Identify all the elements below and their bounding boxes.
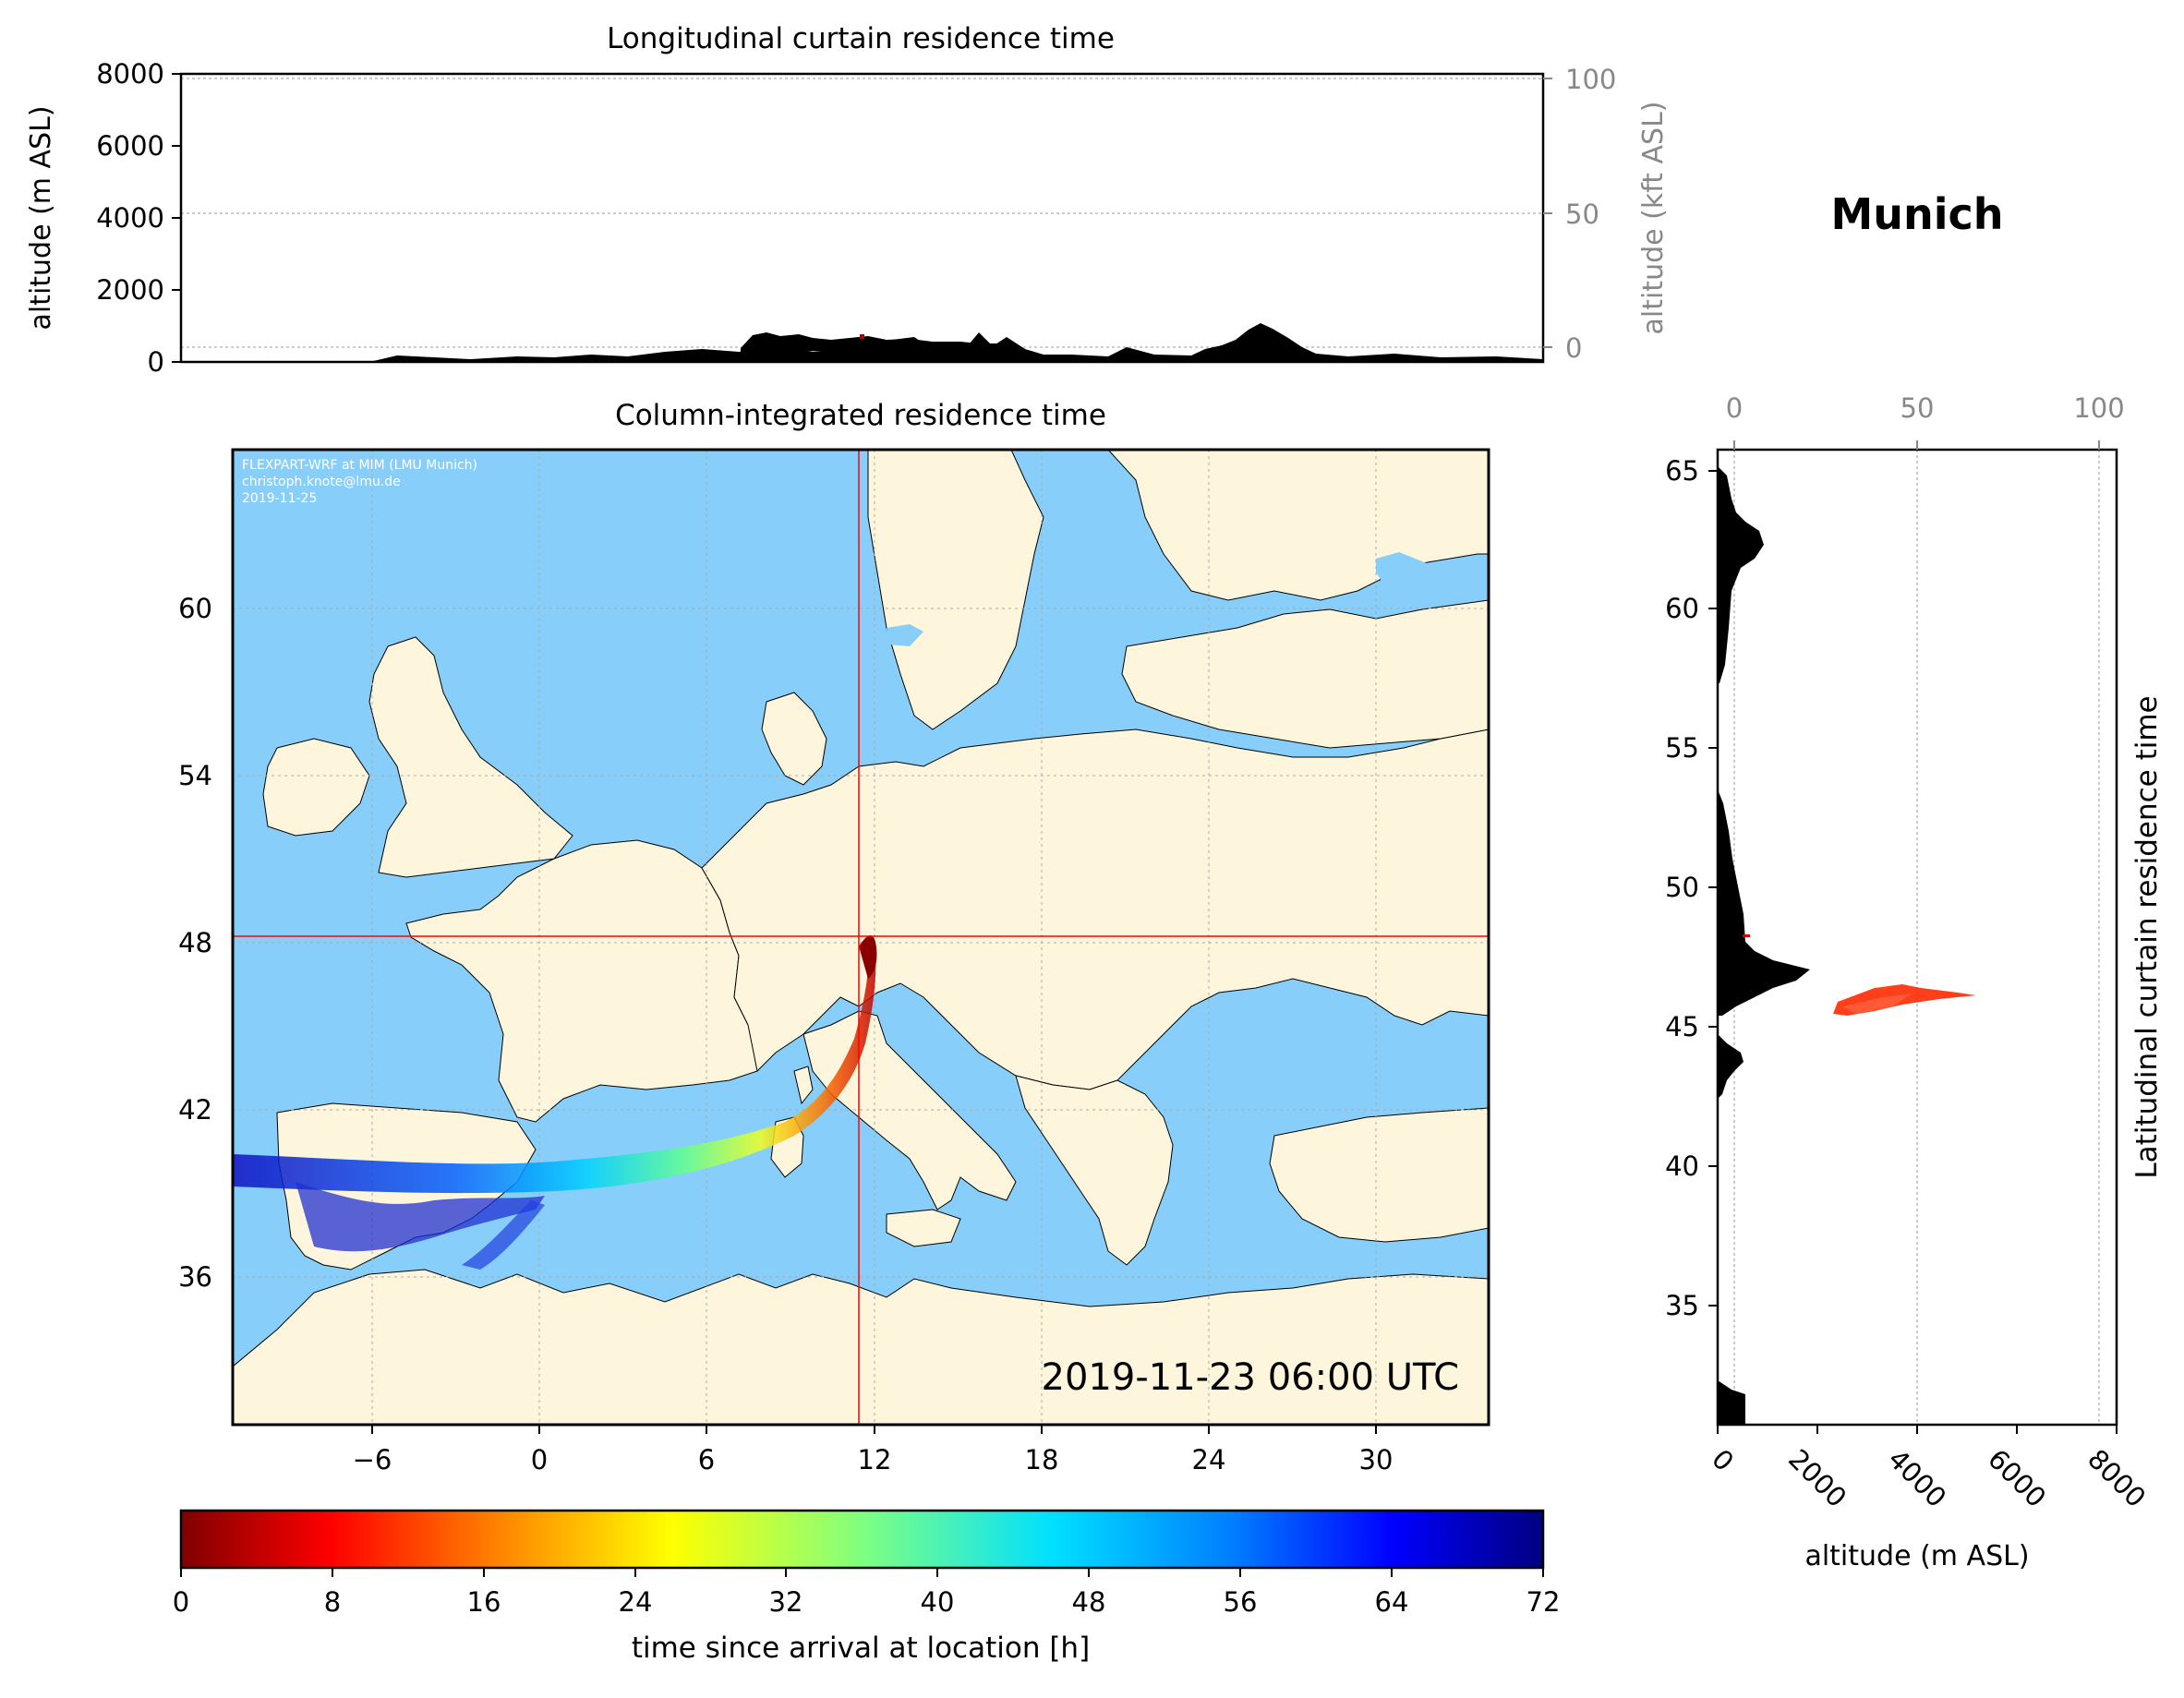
side-xtick: 4000 bbox=[1882, 1443, 1952, 1513]
top-panel-title: Longitudinal curtain residence time bbox=[607, 22, 1115, 55]
colorbar-tick: 8 bbox=[324, 1586, 341, 1618]
top-ytick: 4000 bbox=[96, 202, 164, 234]
side-xtick-top: 50 bbox=[1900, 392, 1935, 424]
colorbar: 0 8 16 24 32 40 48 56 64 72 time since a… bbox=[173, 1509, 1561, 1665]
top-ytick: 8000 bbox=[96, 58, 164, 90]
colorbar-tick: 64 bbox=[1375, 1586, 1409, 1618]
top-ylabel-right: altitude (kft ASL) bbox=[1637, 101, 1670, 334]
side-panel-title: Latitudinal curtain residence time bbox=[2130, 695, 2164, 1178]
map-ytick: 36 bbox=[178, 1261, 212, 1293]
credit-line: FLEXPART-WRF at MIM (LMU Munich) bbox=[242, 458, 477, 473]
colorbar-tick: 24 bbox=[619, 1586, 653, 1618]
side-xtick-top: 0 bbox=[1726, 392, 1743, 424]
side-ytick: 40 bbox=[1665, 1150, 1699, 1182]
residence-time-map: FLEXPART-WRF at MIM (LMU Munich) christo… bbox=[233, 450, 1489, 1425]
map-xtick: 30 bbox=[1359, 1444, 1394, 1475]
map-xtick: 12 bbox=[858, 1444, 892, 1475]
latitudinal-curtain-panel: 35 40 45 50 55 60 65 0 50 100 0 bbox=[1665, 392, 2164, 1572]
top-ytick: 2000 bbox=[96, 274, 164, 306]
colorbar-tick: 48 bbox=[1072, 1586, 1106, 1618]
top-terrain-profile bbox=[181, 323, 1543, 362]
map-ytick: 48 bbox=[178, 927, 212, 958]
colorbar-tick: 72 bbox=[1526, 1586, 1561, 1618]
side-xtick-top: 100 bbox=[2073, 392, 2124, 424]
colorbar-tick: 32 bbox=[769, 1586, 803, 1618]
map-panel-title: Column-integrated residence time bbox=[615, 399, 1106, 432]
side-terrain-profile bbox=[1718, 466, 1764, 683]
side-ytick: 45 bbox=[1665, 1011, 1699, 1042]
top-ytick-right: 100 bbox=[1565, 64, 1616, 95]
map-xtick: 0 bbox=[531, 1444, 548, 1475]
side-xlabel: altitude (m ASL) bbox=[1804, 1540, 2029, 1572]
top-ytick: 6000 bbox=[96, 130, 164, 162]
colorbar-gradient bbox=[179, 1509, 1545, 1570]
map-xtick: 18 bbox=[1025, 1444, 1059, 1475]
side-ytick: 60 bbox=[1665, 593, 1699, 624]
longitudinal-curtain-panel: Longitudinal curtain residence time 0 20… bbox=[25, 22, 1670, 378]
location-title: Munich bbox=[1830, 189, 2003, 239]
map-xtick: 24 bbox=[1192, 1444, 1226, 1475]
side-xtick: 2000 bbox=[1782, 1443, 1852, 1513]
side-ytick: 50 bbox=[1665, 872, 1699, 903]
side-xtick: 0 bbox=[1706, 1443, 1740, 1477]
side-xtick: 6000 bbox=[1982, 1443, 2052, 1513]
top-release-marker bbox=[860, 334, 864, 339]
map-xtick: 6 bbox=[698, 1444, 715, 1475]
map-ytick: 42 bbox=[178, 1094, 212, 1126]
colorbar-label: time since arrival at location [h] bbox=[632, 1632, 1090, 1665]
colorbar-tick: 40 bbox=[921, 1586, 955, 1618]
top-ytick-right: 0 bbox=[1565, 332, 1582, 364]
top-ytick-right: 50 bbox=[1565, 199, 1599, 230]
side-xtick: 8000 bbox=[2081, 1443, 2152, 1513]
credit-line: christoph.knote@lmu.de bbox=[242, 475, 401, 489]
land-masses bbox=[233, 450, 1489, 1425]
top-ytick: 0 bbox=[148, 346, 164, 378]
credit-line: 2019-11-25 bbox=[242, 491, 317, 506]
side-ytick: 65 bbox=[1665, 455, 1699, 487]
trajectory-plume bbox=[233, 935, 877, 1270]
map-xtick: −6 bbox=[353, 1444, 392, 1475]
map-ytick: 60 bbox=[178, 593, 212, 624]
map-timestamp: 2019-11-23 06:00 UTC bbox=[1042, 1356, 1459, 1399]
colorbar-tick: 0 bbox=[173, 1586, 189, 1618]
top-ylabel-left: altitude (m ASL) bbox=[25, 105, 57, 330]
map-ytick: 54 bbox=[178, 760, 212, 791]
colorbar-tick: 16 bbox=[467, 1586, 501, 1618]
colorbar-tick: 56 bbox=[1224, 1586, 1258, 1618]
side-ytick: 35 bbox=[1665, 1290, 1699, 1321]
side-ytick: 55 bbox=[1665, 732, 1699, 764]
